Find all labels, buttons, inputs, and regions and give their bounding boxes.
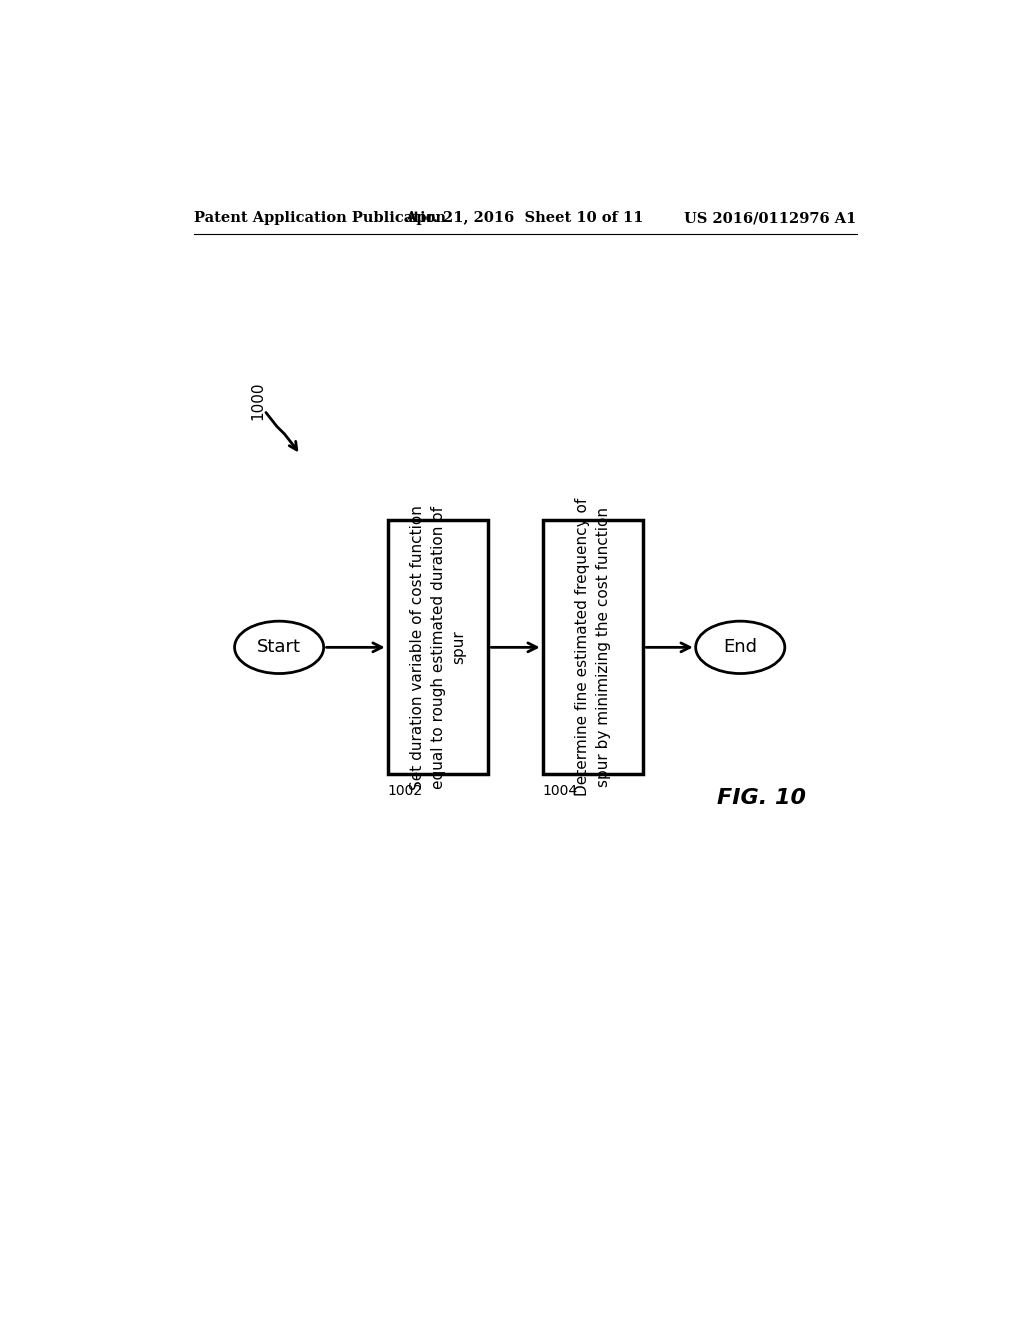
Ellipse shape xyxy=(695,622,784,673)
Text: 1002: 1002 xyxy=(388,784,423,797)
FancyBboxPatch shape xyxy=(543,520,643,775)
Text: US 2016/0112976 A1: US 2016/0112976 A1 xyxy=(684,211,856,226)
Text: 1004: 1004 xyxy=(543,784,578,797)
Text: 1000: 1000 xyxy=(251,381,265,420)
Text: Patent Application Publication: Patent Application Publication xyxy=(194,211,445,226)
Text: Apr. 21, 2016  Sheet 10 of 11: Apr. 21, 2016 Sheet 10 of 11 xyxy=(406,211,644,226)
Text: Set duration variable of cost function
equal to rough estimated duration of
spur: Set duration variable of cost function e… xyxy=(410,506,467,789)
Text: Determine fine estimated frequency of
spur by minimizing the cost function: Determine fine estimated frequency of sp… xyxy=(575,498,611,796)
FancyBboxPatch shape xyxy=(388,520,488,775)
Text: Start: Start xyxy=(257,639,301,656)
Ellipse shape xyxy=(234,622,324,673)
Text: End: End xyxy=(723,639,758,656)
Text: FIG. 10: FIG. 10 xyxy=(717,788,806,808)
